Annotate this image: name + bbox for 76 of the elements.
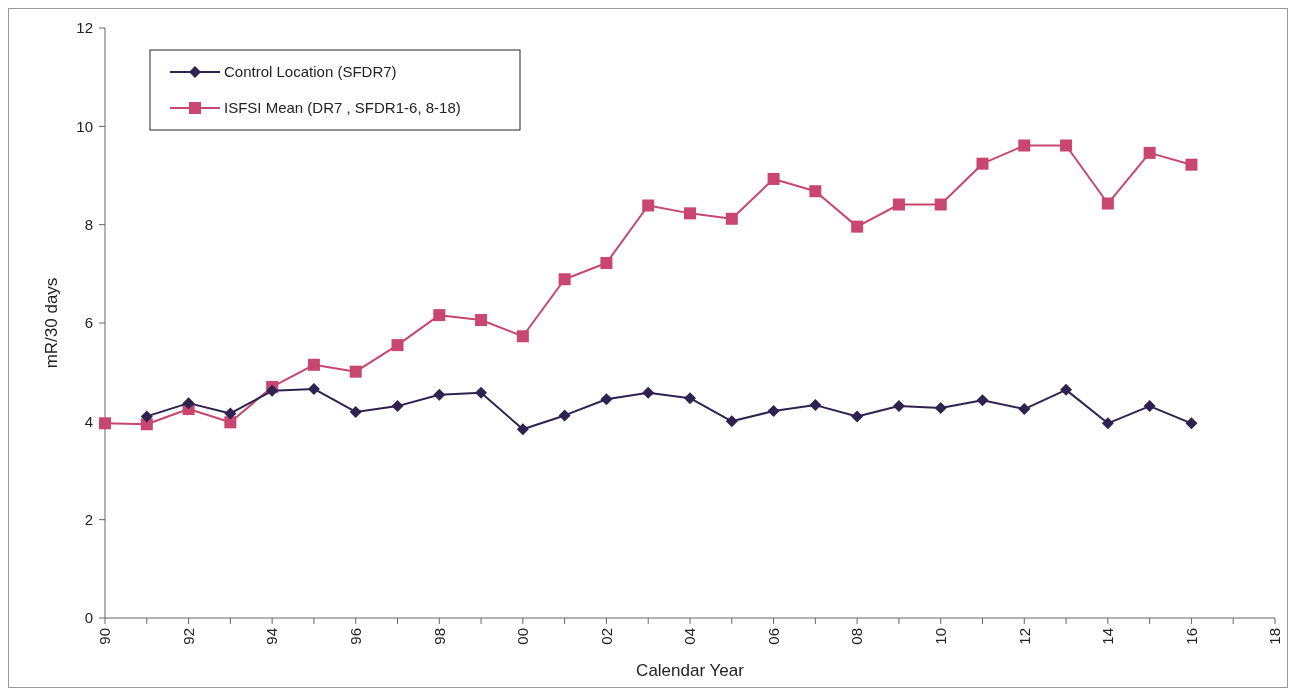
x-tick-label: 10 [931, 628, 949, 645]
point [1185, 417, 1198, 430]
point [809, 399, 822, 412]
point [1018, 403, 1031, 416]
point [1143, 146, 1156, 159]
x-tick-label: 98 [430, 628, 448, 645]
point [99, 417, 111, 430]
x-tick-label: 02 [597, 628, 615, 645]
point [851, 410, 864, 423]
legend-label: ISFSI Mean (DR7 , SFDR1-6, 8-18) [224, 99, 461, 117]
y-tick-label: 10 [76, 117, 93, 135]
point [1185, 158, 1198, 171]
point [767, 172, 780, 185]
y-tick-label: 6 [84, 314, 93, 332]
point [934, 402, 947, 415]
x-tick-label: 06 [764, 628, 782, 645]
y-axis-title: mR/30 days [42, 277, 61, 369]
point [391, 339, 404, 352]
point [349, 405, 362, 418]
point [140, 410, 153, 423]
point [1060, 139, 1073, 152]
point [1018, 139, 1031, 152]
y-tick-label: 8 [84, 215, 93, 233]
point [475, 314, 488, 327]
point [391, 400, 404, 413]
point [934, 198, 947, 211]
point [307, 382, 320, 395]
point [1101, 197, 1114, 210]
point [600, 257, 613, 270]
x-axis-title: Calendar Year [636, 661, 745, 680]
x-tick-label: 90 [96, 628, 114, 645]
point [224, 407, 237, 420]
point [684, 207, 696, 220]
x-tick-label: 96 [346, 628, 364, 645]
point [307, 358, 320, 371]
x-tick-label: 92 [179, 628, 197, 645]
point [767, 405, 780, 418]
point [642, 199, 655, 212]
point [266, 384, 279, 397]
x-tick-label: 94 [263, 628, 281, 645]
x-tick-label: 18 [1266, 628, 1284, 645]
x-tick-label: 00 [514, 628, 532, 645]
point [976, 394, 989, 407]
point [809, 185, 822, 198]
y-tick-label: 12 [76, 19, 93, 37]
point [892, 400, 905, 413]
point [433, 309, 446, 322]
y-tick-label: 0 [84, 609, 93, 627]
point [182, 397, 195, 410]
point [1143, 400, 1156, 413]
point [475, 386, 488, 399]
point [642, 386, 655, 399]
x-tick-label: 14 [1099, 628, 1117, 645]
y-tick-label: 4 [84, 412, 93, 430]
point [1101, 417, 1114, 430]
x-tick-label: 08 [848, 628, 866, 645]
point [976, 157, 989, 170]
point [851, 220, 864, 233]
x-tick-label: 12 [1015, 628, 1033, 645]
y-tick-label: 2 [84, 510, 93, 528]
point [725, 415, 738, 428]
point [433, 388, 446, 401]
point [516, 330, 529, 343]
point [725, 212, 738, 225]
point [349, 365, 362, 378]
point [224, 416, 237, 429]
point [558, 273, 571, 286]
legend-label: Control Location (SFDR7) [224, 63, 397, 81]
x-tick-label: 04 [681, 628, 699, 645]
point [892, 198, 905, 211]
point [684, 392, 696, 405]
point [1060, 383, 1073, 396]
point [516, 423, 529, 436]
point [558, 409, 571, 422]
x-tick-label: 16 [1182, 628, 1200, 645]
point [600, 393, 613, 406]
